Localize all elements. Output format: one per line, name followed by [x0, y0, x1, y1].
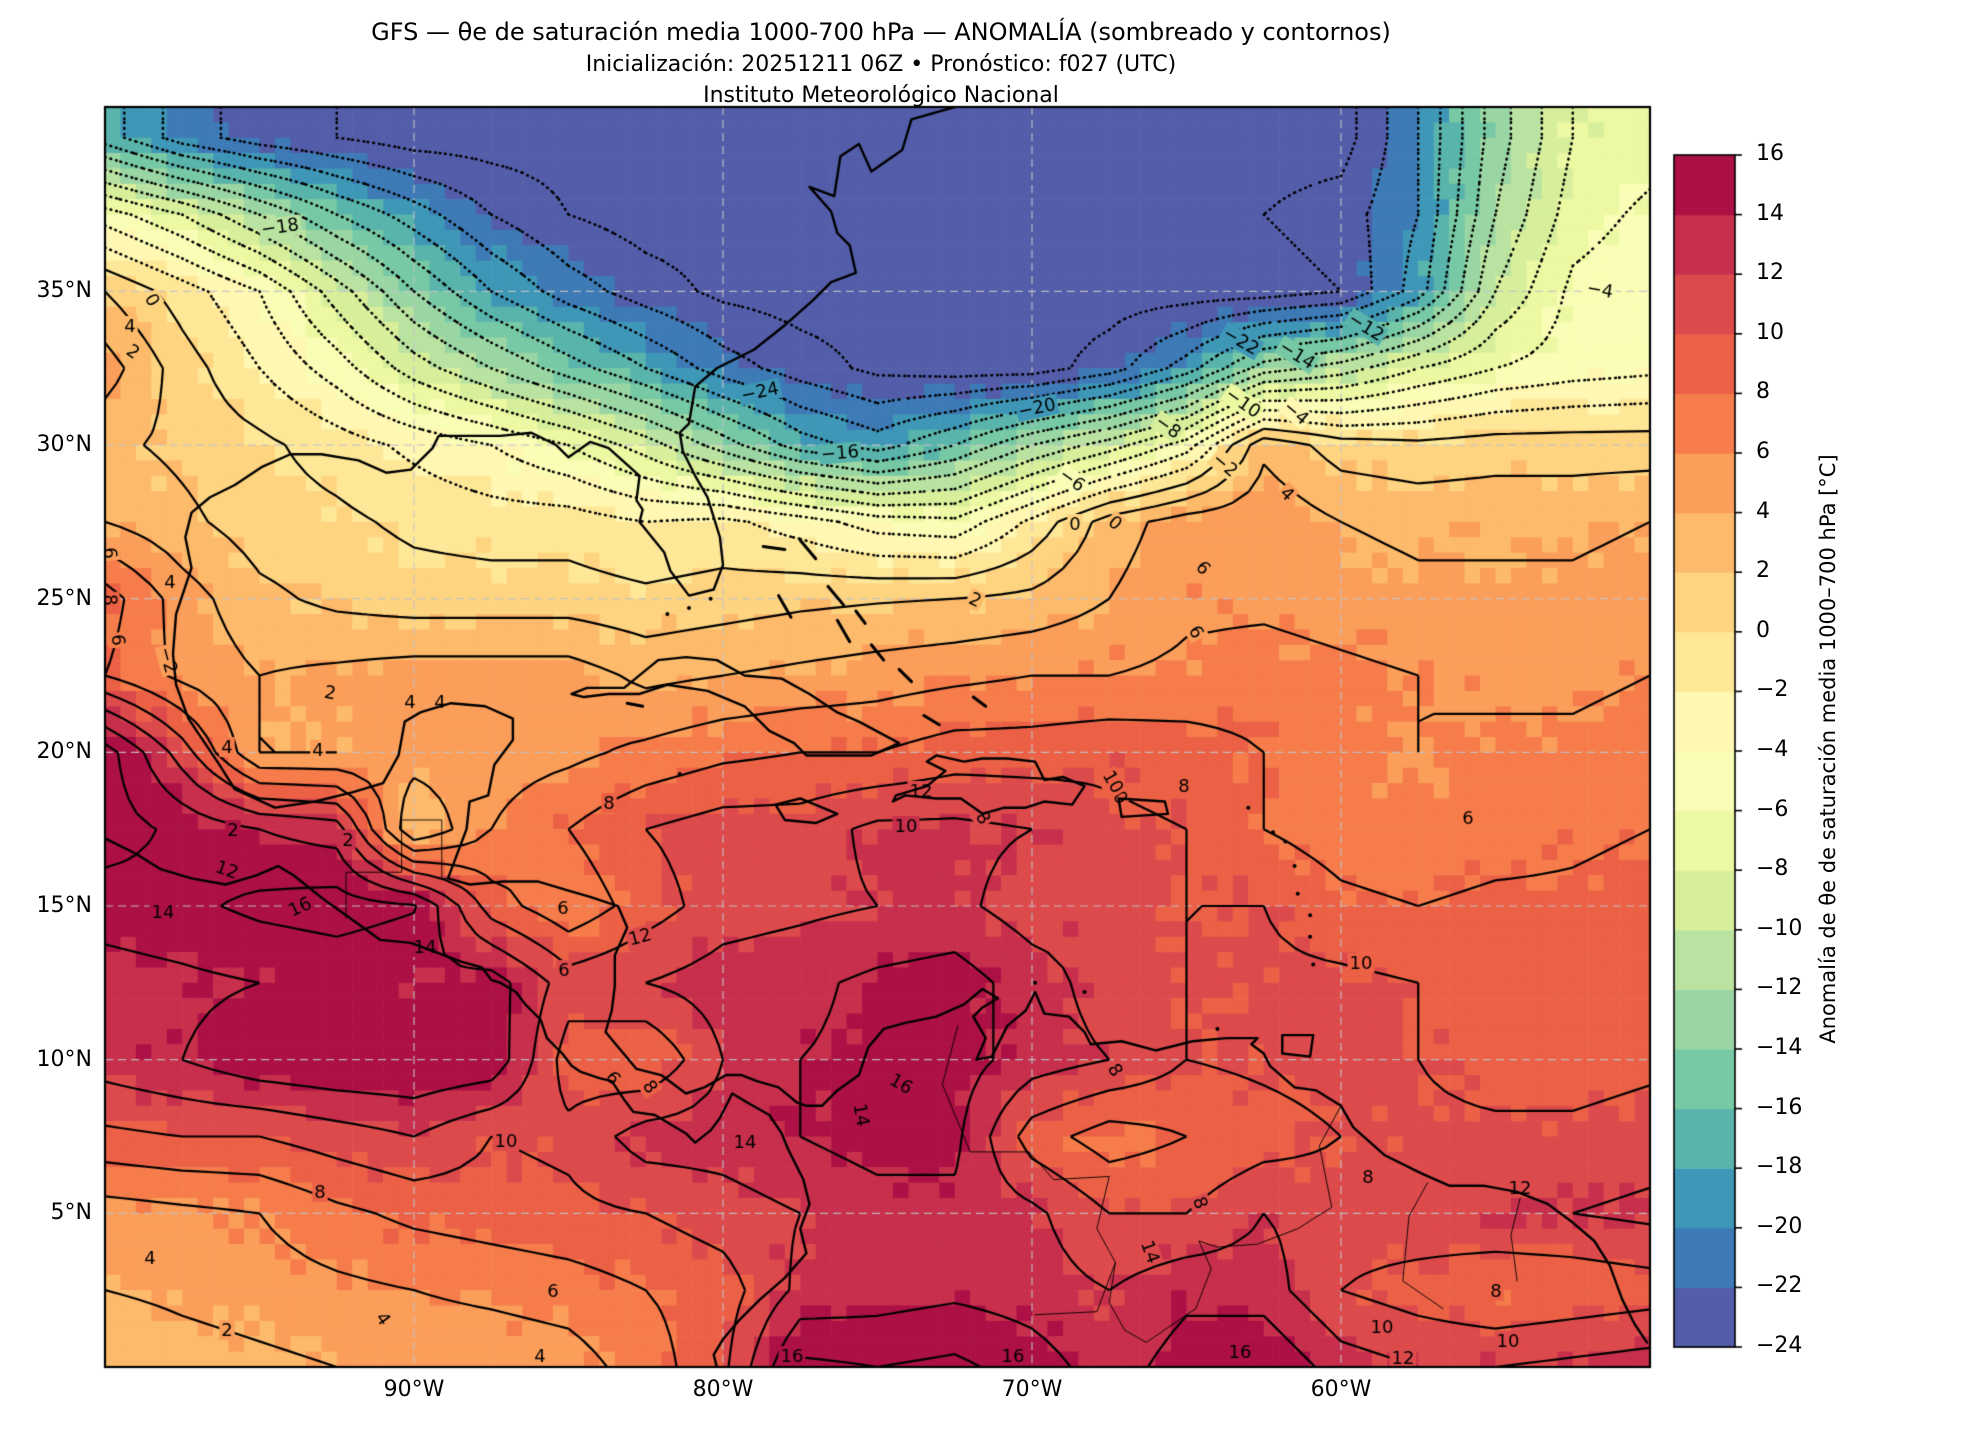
- colorbar-tick--22: −22: [1756, 1273, 1803, 1299]
- colorbar-tick--18: −18: [1756, 1154, 1803, 1180]
- colorbar-tick--8: −8: [1756, 856, 1789, 882]
- lon-tick-60°W: 60°W: [1310, 1377, 1372, 1402]
- lat-tick-30°N: 30°N: [36, 432, 92, 458]
- colorbar-tick--2: −2: [1756, 677, 1789, 703]
- colorbar-label: Anomalía de θe de saturación media 1000–…: [1816, 454, 1840, 1044]
- lon-tick-80°W: 80°W: [692, 1377, 754, 1402]
- colorbar-tick--24: −24: [1756, 1333, 1803, 1358]
- colorbar-tick--10: −10: [1756, 915, 1803, 941]
- colorbar-tick-0: 0: [1756, 617, 1770, 643]
- chart-header: GFS — θe de saturación media 1000-700 hP…: [0, 16, 1762, 111]
- lon-tick-90°W: 90°W: [383, 1377, 445, 1402]
- colorbar-tick--16: −16: [1756, 1094, 1803, 1120]
- colorbar-tick-14: 14: [1756, 200, 1784, 226]
- chart-institution: Instituto Meteorológico Nacional: [703, 83, 1059, 108]
- colorbar-tick--12: −12: [1756, 975, 1803, 1001]
- colorbar-tick-8: 8: [1756, 379, 1770, 405]
- colorbar-tick-4: 4: [1756, 498, 1770, 524]
- lat-tick-10°N: 10°N: [36, 1046, 92, 1072]
- colorbar-tick--20: −20: [1756, 1213, 1803, 1239]
- colorbar-tick-6: 6: [1756, 439, 1770, 464]
- colorbar-tick-12: 12: [1756, 260, 1784, 286]
- colorbar-tick-10: 10: [1756, 319, 1784, 345]
- colorbar-tick--4: −4: [1756, 737, 1789, 762]
- lat-tick-5°N: 5°N: [50, 1200, 92, 1226]
- colorbar-tick--6: −6: [1756, 796, 1789, 822]
- lat-tick-20°N: 20°N: [36, 739, 92, 765]
- chart-subtitle: Inicialización: 20251211 06Z • Pronóstic…: [585, 52, 1177, 77]
- lat-tick-15°N: 15°N: [36, 893, 92, 919]
- lat-tick-35°N: 35°N: [36, 278, 92, 304]
- chart-title: GFS — θe de saturación media 1000-700 hP…: [371, 18, 1391, 46]
- colorbar-tick--14: −14: [1756, 1035, 1803, 1060]
- lon-tick-70°W: 70°W: [1001, 1377, 1063, 1402]
- colorbar-tick-16: 16: [1756, 141, 1784, 166]
- colorbar-tick-2: 2: [1756, 558, 1770, 584]
- lat-tick-25°N: 25°N: [36, 585, 92, 611]
